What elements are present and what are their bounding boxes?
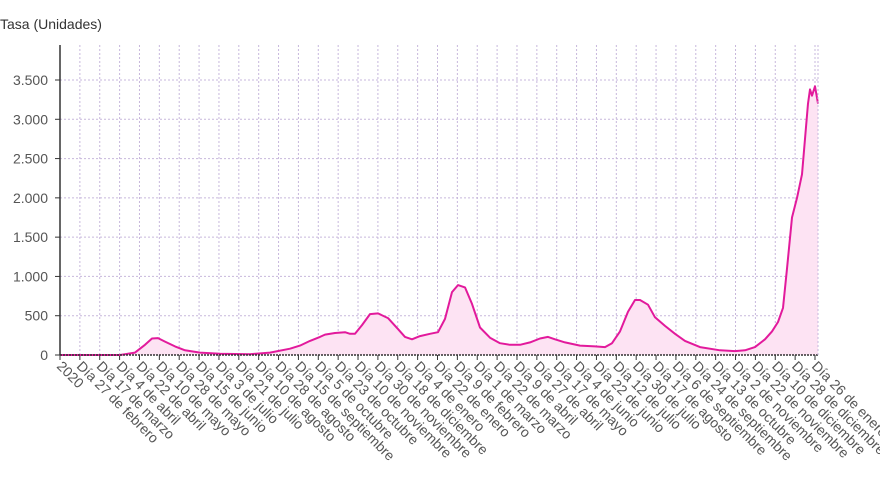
y-tick-label: 1.500 [13, 229, 48, 245]
y-tick-label: 3.000 [13, 111, 48, 127]
y-tick-label: 0 [40, 347, 48, 363]
y-tick-label: 2.000 [13, 190, 48, 206]
series-area [60, 86, 818, 356]
y-tick-label: 500 [25, 308, 49, 324]
y-tick-label: 3.500 [13, 72, 48, 88]
series-line [60, 85, 819, 356]
y-axis-title: Tasa (Unidades) [0, 16, 102, 32]
y-tick-label: 2.500 [13, 151, 48, 167]
y-tick-label: 1.000 [13, 268, 48, 284]
